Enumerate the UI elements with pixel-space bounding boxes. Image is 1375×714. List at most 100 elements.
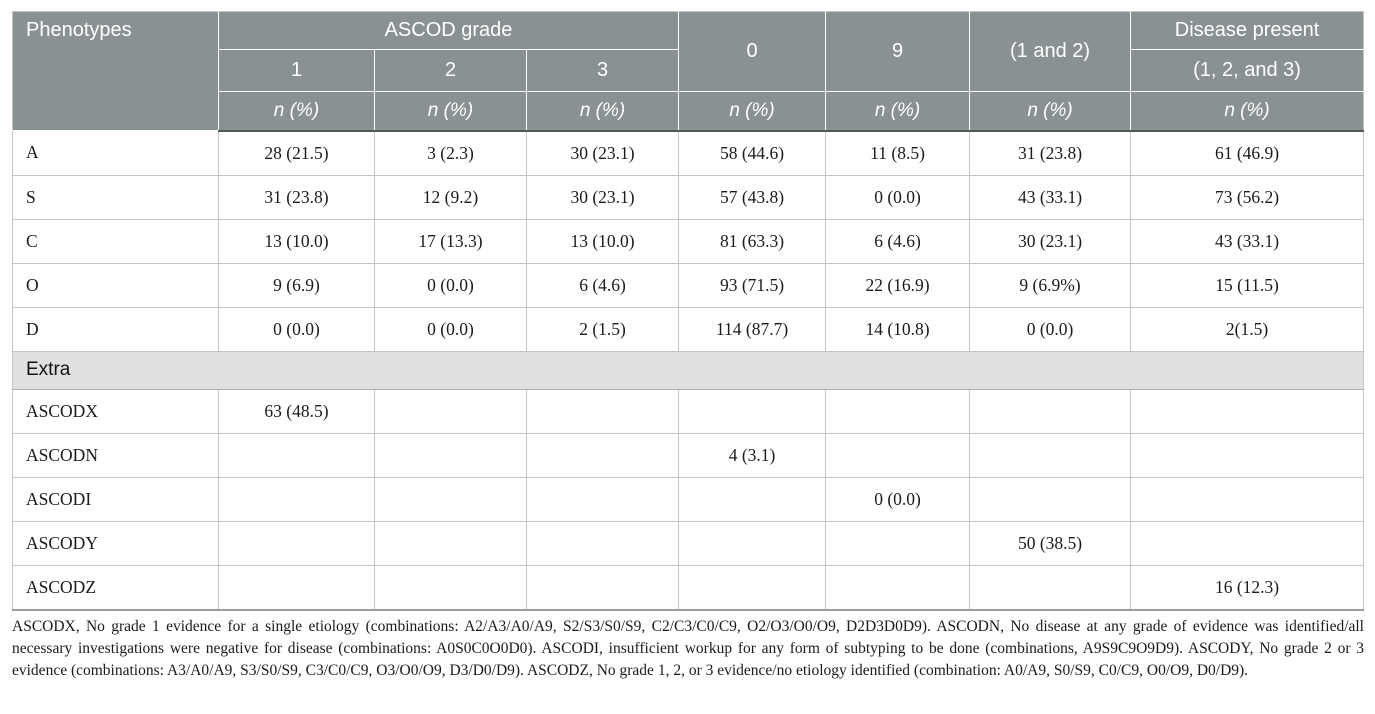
extra-section-row: Extra [11, 350, 1365, 390]
header-combo-1-2-and-3: (1, 2, and 3) [1130, 49, 1365, 92]
extra-section-label: Extra [11, 350, 1365, 390]
header-npct-combo12: n (%) [969, 91, 1132, 132]
cell: 15 (11.5) [1130, 262, 1365, 308]
cell [678, 388, 827, 434]
cell: 30 (23.1) [525, 130, 680, 176]
cell: 3 (2.3) [374, 130, 527, 176]
cell [1130, 388, 1365, 434]
header-phenotypes: Phenotypes [12, 11, 219, 131]
cell [825, 388, 971, 434]
cell: 73 (56.2) [1130, 174, 1365, 220]
cell [525, 432, 680, 478]
row-label: O [12, 262, 219, 308]
cell [678, 564, 827, 611]
table-row: O 9 (6.9) 0 (0.0) 6 (4.6) 93 (71.5) 22 (… [12, 262, 1365, 308]
cell: 6 (4.6) [525, 262, 680, 308]
cell [218, 520, 375, 566]
header-npct-grade1: n (%) [218, 91, 375, 132]
table-header: Phenotypes ASCOD grade 0 9 (1 and 2) Dis… [12, 11, 1365, 132]
cell [525, 520, 680, 566]
cell: 63 (48.5) [218, 388, 375, 434]
cell: 9 (6.9) [218, 262, 375, 308]
cell: 50 (38.5) [969, 520, 1132, 566]
row-label: C [12, 218, 219, 264]
table-row: ASCODZ 16 (12.3) [12, 564, 1365, 611]
cell: 61 (46.9) [1130, 130, 1365, 176]
header-npct-grade3: n (%) [525, 91, 680, 132]
cell [525, 476, 680, 522]
table-footnote: ASCODX, No grade 1 evidence for a single… [12, 618, 1364, 680]
cell: 22 (16.9) [825, 262, 971, 308]
cell [1130, 432, 1365, 478]
header-grade-9: 9 [825, 11, 971, 92]
cell: 14 (10.8) [825, 306, 971, 352]
cell [525, 564, 680, 611]
cell: 31 (23.8) [218, 174, 375, 220]
cell: 0 (0.0) [825, 174, 971, 220]
phenotypes-ascod-table: Phenotypes ASCOD grade 0 9 (1 and 2) Dis… [11, 11, 1365, 611]
header-grade-3: 3 [525, 49, 680, 92]
cell: 13 (10.0) [525, 218, 680, 264]
cell [374, 520, 527, 566]
header-disease-present: Disease present [1130, 11, 1365, 50]
cell: 16 (12.3) [1130, 564, 1365, 611]
cell [969, 476, 1132, 522]
cell: 31 (23.8) [969, 130, 1132, 176]
cell [374, 388, 527, 434]
cell [374, 432, 527, 478]
cell: 57 (43.8) [678, 174, 827, 220]
cell: 9 (6.9%) [969, 262, 1132, 308]
cell [218, 476, 375, 522]
cell [678, 520, 827, 566]
cell: 0 (0.0) [825, 476, 971, 522]
row-label: A [12, 130, 219, 176]
cell: 11 (8.5) [825, 130, 971, 176]
table-row: S 31 (23.8) 12 (9.2) 30 (23.1) 57 (43.8)… [12, 174, 1365, 220]
cell [1130, 520, 1365, 566]
header-grade-2: 2 [374, 49, 527, 92]
row-label: ASCODX [12, 388, 219, 434]
cell [218, 564, 375, 611]
row-label: S [12, 174, 219, 220]
cell: 30 (23.1) [969, 218, 1132, 264]
cell: 2(1.5) [1130, 306, 1365, 352]
table-row: D 0 (0.0) 0 (0.0) 2 (1.5) 114 (87.7) 14 … [12, 306, 1365, 352]
cell [969, 432, 1132, 478]
cell: 93 (71.5) [678, 262, 827, 308]
header-npct-grade9: n (%) [825, 91, 971, 132]
header-combo-1-and-2: (1 and 2) [969, 11, 1132, 92]
table-row: C 13 (10.0) 17 (13.3) 13 (10.0) 81 (63.3… [12, 218, 1365, 264]
table-row: ASCODX 63 (48.5) [12, 388, 1365, 434]
table-row: ASCODI 0 (0.0) [12, 476, 1365, 522]
table-row: ASCODY 50 (38.5) [12, 520, 1365, 566]
cell: 2 (1.5) [525, 306, 680, 352]
cell [1130, 476, 1365, 522]
row-label: ASCODY [12, 520, 219, 566]
header-npct-grade0: n (%) [678, 91, 827, 132]
row-label: ASCODI [12, 476, 219, 522]
cell: 13 (10.0) [218, 218, 375, 264]
cell: 43 (33.1) [1130, 218, 1365, 264]
row-label: ASCODN [12, 432, 219, 478]
table-body: A 28 (21.5) 3 (2.3) 30 (23.1) 58 (44.6) … [11, 130, 1365, 611]
cell [218, 432, 375, 478]
cell: 28 (21.5) [218, 130, 375, 176]
row-label: D [12, 306, 219, 352]
cell: 12 (9.2) [374, 174, 527, 220]
cell [374, 476, 527, 522]
header-grade-1: 1 [218, 49, 375, 92]
cell: 17 (13.3) [374, 218, 527, 264]
header-grade-0: 0 [678, 11, 827, 92]
cell: 30 (23.1) [525, 174, 680, 220]
table-row: A 28 (21.5) 3 (2.3) 30 (23.1) 58 (44.6) … [12, 130, 1365, 176]
cell: 0 (0.0) [969, 306, 1132, 352]
header-npct-grade2: n (%) [374, 91, 527, 132]
cell [825, 432, 971, 478]
cell [825, 520, 971, 566]
cell [969, 388, 1132, 434]
cell [825, 564, 971, 611]
cell: 0 (0.0) [218, 306, 375, 352]
header-ascod-grade: ASCOD grade [217, 11, 680, 50]
cell: 43 (33.1) [969, 174, 1132, 220]
